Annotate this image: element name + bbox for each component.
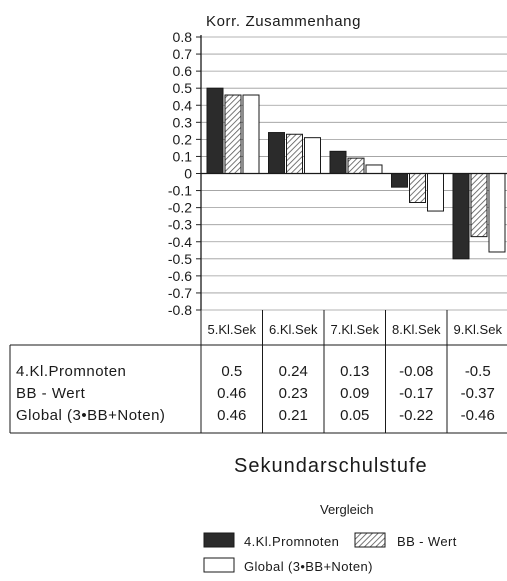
category-label: 5.Kl.Sek xyxy=(208,322,257,337)
table-cell: 0.13 xyxy=(340,363,369,380)
table-cell: -0.08 xyxy=(399,363,433,380)
table-cell: 0.09 xyxy=(340,385,369,402)
category-label: 9.Kl.Sek xyxy=(454,322,503,337)
legend-label: BB - Wert xyxy=(397,534,457,549)
y-tick-label: 0.2 xyxy=(173,131,193,147)
legend-label: 4.Kl.Promnoten xyxy=(244,534,339,549)
y-tick-label: 0.8 xyxy=(173,29,193,45)
bar-1-5.Kl.Sek xyxy=(206,87,224,174)
bar-3-9.Kl.Sek xyxy=(488,173,506,253)
table-cell: 0.21 xyxy=(279,407,308,424)
table-cell: -0.17 xyxy=(399,385,433,402)
data-table: 5.Kl.Sek 6.Kl.Sek 7.Kl.Sek 8.Kl.Sek 9.Kl.Sek… xyxy=(9,310,507,434)
bar-3-6.Kl.Sek xyxy=(304,137,321,174)
axes xyxy=(200,35,507,310)
bar-1-9.Kl.Sek xyxy=(452,173,470,260)
table-cell: 0.23 xyxy=(279,385,308,402)
chart-title: Korr. Zusammenhang xyxy=(206,13,361,30)
bar-1-7.Kl.Sek xyxy=(329,150,347,175)
table-cell: 0.24 xyxy=(279,363,308,380)
category-label: 8.Kl.Sek xyxy=(392,322,441,337)
legend-swatch xyxy=(203,532,235,548)
table-row-label: BB - Wert xyxy=(16,385,86,402)
y-tick-label: -0.1 xyxy=(168,183,192,199)
table-cell: 0.46 xyxy=(217,385,246,402)
category-label: 7.Kl.Sek xyxy=(331,322,380,337)
bar-3-5.Kl.Sek xyxy=(242,94,260,174)
bar-1-6.Kl.Sek xyxy=(268,132,285,175)
y-tick-label: 0.6 xyxy=(173,63,193,79)
bar-2-5.Kl.Sek xyxy=(224,94,242,174)
y-tick-label: 0.4 xyxy=(173,97,193,113)
bar-group xyxy=(206,87,506,260)
y-tick-label: 0.7 xyxy=(173,46,193,62)
legend-swatch xyxy=(203,557,235,573)
bar-1-8.Kl.Sek xyxy=(391,173,408,188)
category-label: 6.Kl.Sek xyxy=(269,322,318,337)
y-tick-label: 0 xyxy=(184,166,192,182)
table-cell: -0.46 xyxy=(461,407,495,424)
x-axis-label: Sekundarschulstufe xyxy=(234,455,428,477)
bar-2-7.Kl.Sek xyxy=(347,157,365,175)
table-row-label: 4.Kl.Promnoten xyxy=(16,363,126,380)
y-tick-label: 0.5 xyxy=(173,80,193,96)
table-cell: -0.22 xyxy=(399,407,433,424)
bar-2-6.Kl.Sek xyxy=(286,133,303,175)
table-cell: 0.5 xyxy=(221,363,242,380)
table-cell: -0.5 xyxy=(465,363,491,380)
bar-2-8.Kl.Sek xyxy=(409,173,426,204)
bar-3-7.Kl.Sek xyxy=(365,164,383,174)
legend: Vergleich 4.Kl.Promnoten BB - Wert Global … xyxy=(203,502,457,574)
y-tick-label: -0.6 xyxy=(168,268,192,284)
legend-title: Vergleich xyxy=(320,502,373,517)
legend-label: Global (3•BB+Noten) xyxy=(244,559,373,574)
y-tick-label: 0.3 xyxy=(173,114,193,130)
bar-2-9.Kl.Sek xyxy=(470,173,488,238)
y-tick-label: -0.5 xyxy=(168,251,192,267)
y-tick-label: -0.7 xyxy=(168,285,192,301)
y-tick-label: 0.1 xyxy=(173,148,193,164)
legend-swatch xyxy=(354,532,386,548)
y-tick-label: -0.8 xyxy=(168,302,192,318)
y-axis-ticks: 0.80.70.60.50.40.30.20.10-0.1-0.2-0.3-0.… xyxy=(168,29,201,318)
table-row-label: Global (3•BB+Noten) xyxy=(16,407,165,424)
table-cell: 0.05 xyxy=(340,407,369,424)
bar-3-8.Kl.Sek xyxy=(427,173,444,212)
table-cell: 0.46 xyxy=(217,407,246,424)
y-tick-label: -0.2 xyxy=(168,200,192,216)
y-tick-label: -0.3 xyxy=(168,217,192,233)
table-cell: -0.37 xyxy=(461,385,495,402)
y-tick-label: -0.4 xyxy=(168,234,192,250)
